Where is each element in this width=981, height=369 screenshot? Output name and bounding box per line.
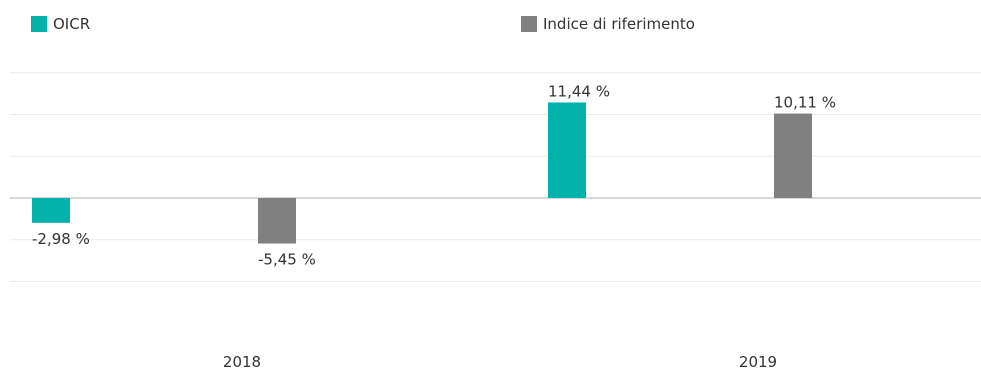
- data-label: -2,98 %: [32, 230, 90, 248]
- x-tick-label: 2019: [739, 353, 777, 369]
- x-tick-label: 2018: [223, 353, 261, 369]
- legend-swatch-oicr: [31, 16, 47, 32]
- legend-item-indice[interactable]: Indice di riferimento: [521, 15, 695, 33]
- legend-label-indice: Indice di riferimento: [543, 15, 695, 33]
- legend-swatch-indice: [521, 16, 537, 32]
- legend-label-oicr: OICR: [53, 15, 91, 33]
- bar: [258, 198, 296, 244]
- data-label: 11,44 %: [548, 82, 610, 100]
- bar: [548, 102, 586, 198]
- bar: [774, 113, 812, 198]
- data-label: -5,45 %: [258, 251, 316, 269]
- data-label: 10,11 %: [774, 94, 836, 112]
- bar: [32, 198, 70, 223]
- legend-item-oicr[interactable]: OICR: [31, 15, 90, 33]
